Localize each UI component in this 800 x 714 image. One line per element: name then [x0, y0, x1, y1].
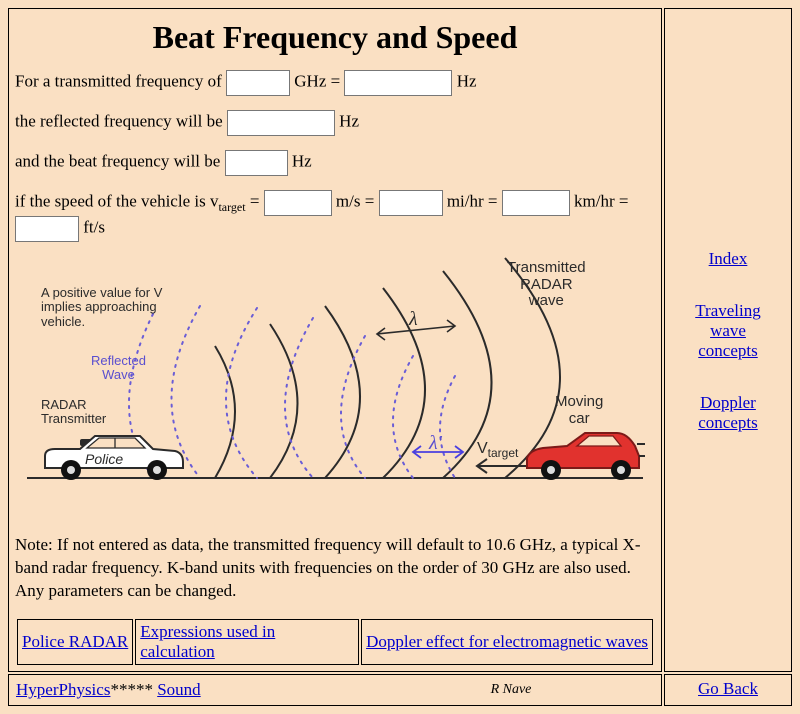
- input-hz[interactable]: [344, 70, 452, 96]
- link-doppler-concepts[interactable]: Doppler concepts: [698, 393, 757, 433]
- text-sub: target: [218, 200, 245, 214]
- label-lambda-prime: λ': [429, 432, 442, 454]
- text-stars: *****: [110, 680, 157, 699]
- text: m/s =: [336, 192, 379, 211]
- label-reflected-wave: Reflected Wave: [91, 354, 146, 383]
- line-beat: and the beat frequency will be Hz: [15, 150, 655, 176]
- text: and the beat frequency will be: [15, 152, 225, 171]
- line-reflected: the reflected frequency will be Hz: [15, 110, 655, 136]
- text: Traveling: [695, 301, 761, 320]
- link-index[interactable]: Index: [709, 249, 748, 269]
- bottom-link-row: Police RADAR Expressions used in calcula…: [15, 617, 655, 667]
- note-text: Note: If not entered as data, the transm…: [15, 534, 655, 603]
- link-doppler-em[interactable]: Doppler effect for electromagnetic waves: [366, 632, 648, 651]
- text: concepts: [698, 341, 757, 360]
- main-cell: Beat Frequency and Speed For a transmitt…: [8, 8, 662, 672]
- text: =: [246, 192, 264, 211]
- label-lambda: λ: [409, 308, 418, 330]
- page-layout: Beat Frequency and Speed For a transmitt…: [6, 6, 794, 708]
- text: For a transmitted frequency of: [15, 72, 226, 91]
- label-police: Police: [85, 452, 123, 467]
- line-transmitted: For a transmitted frequency of GHz = Hz: [15, 70, 655, 96]
- link-go-back[interactable]: Go Back: [698, 679, 758, 698]
- label-transmitted: Transmitted RADAR wave: [507, 260, 586, 310]
- text: the reflected frequency will be: [15, 112, 227, 131]
- diagram-note: A positive value for V implies approachi…: [41, 286, 162, 329]
- link-hyperphysics[interactable]: HyperPhysics: [16, 680, 110, 699]
- author-name: R Nave: [367, 679, 655, 701]
- link-traveling-wave[interactable]: Traveling wave concepts: [695, 301, 761, 361]
- input-fts[interactable]: [15, 216, 79, 242]
- footer-side: Go Back: [664, 674, 792, 706]
- input-ghz[interactable]: [226, 70, 290, 96]
- page-title: Beat Frequency and Speed: [15, 19, 655, 56]
- radar-diagram: A positive value for V implies approachi…: [25, 256, 645, 516]
- text: Hz: [339, 112, 359, 131]
- text: km/hr =: [574, 192, 628, 211]
- text: wave: [710, 321, 746, 340]
- text: GHz =: [294, 72, 344, 91]
- input-beat-hz[interactable]: [225, 150, 288, 176]
- label-radar-transmitter: RADAR Transmitter: [41, 398, 106, 427]
- link-police-radar[interactable]: Police RADAR: [22, 632, 128, 651]
- text: ft/s: [83, 218, 105, 237]
- side-cell: Index Traveling wave concepts Doppler co…: [664, 8, 792, 672]
- footer-main: HyperPhysics***** Sound R Nave: [8, 674, 662, 706]
- input-kmhr[interactable]: [502, 190, 570, 216]
- line-speed: if the speed of the vehicle is vtarget =…: [15, 190, 655, 242]
- text: V: [477, 440, 488, 457]
- text: target: [488, 446, 519, 460]
- moving-car-icon: [527, 433, 645, 480]
- text: mi/hr =: [447, 192, 502, 211]
- input-reflected-hz[interactable]: [227, 110, 335, 136]
- input-mihr[interactable]: [379, 190, 443, 216]
- text: Hz: [457, 72, 477, 91]
- text: Doppler: [700, 393, 756, 412]
- text: Hz: [292, 152, 312, 171]
- label-vtarget: Vtarget: [477, 440, 518, 460]
- link-expressions[interactable]: Expressions used in calculation: [140, 622, 275, 661]
- text: concepts: [698, 413, 757, 432]
- input-ms[interactable]: [264, 190, 332, 216]
- label-moving-car: Moving car: [555, 394, 603, 427]
- text: if the speed of the vehicle is v: [15, 192, 218, 211]
- link-sound[interactable]: Sound: [157, 680, 200, 699]
